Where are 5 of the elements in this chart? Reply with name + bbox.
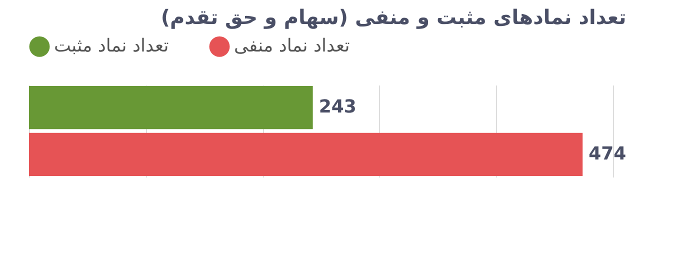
data-label: 243 (318, 96, 356, 118)
data-label: 474 (588, 143, 626, 164)
chart-title: تعداد نمادهای مثبت و منفی (سهام و حق تقدم) (160, 5, 626, 29)
legend-label: تعداد نماد منفی (234, 36, 350, 57)
legend-label: تعداد نماد مثبت (54, 36, 169, 57)
